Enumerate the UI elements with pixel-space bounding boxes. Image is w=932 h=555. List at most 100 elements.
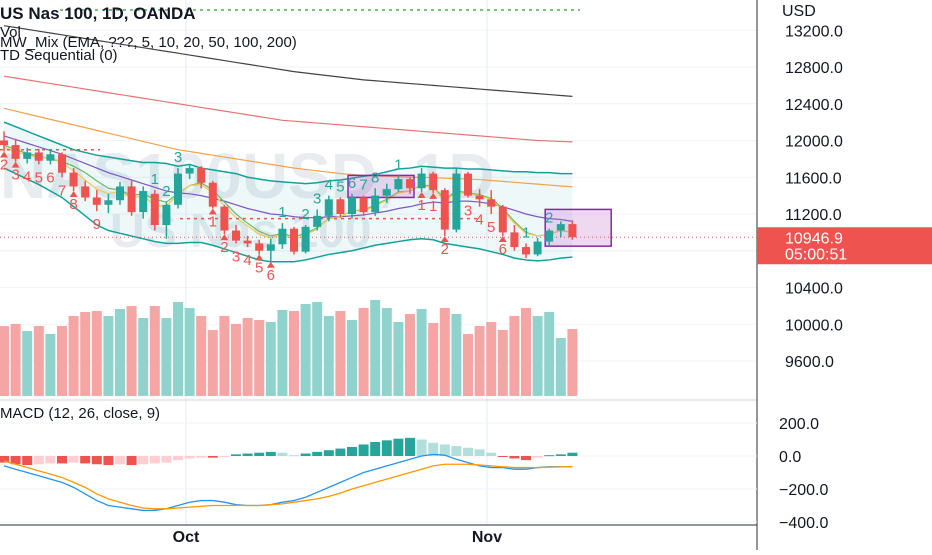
td-count-label: 1 [429, 198, 437, 215]
volume-legend: Vol [0, 24, 21, 41]
ema-line-4 [3, 144, 573, 238]
td-arrow [69, 191, 78, 198]
price-axis-tick: 12800.0 [785, 60, 843, 77]
macd-histogram-bar [312, 451, 323, 456]
td-count-label: 1 [394, 156, 402, 173]
volume-bar [126, 306, 137, 396]
price-axis-tick: 13200.0 [785, 23, 843, 40]
volume-bar [196, 316, 207, 396]
td-sequential-legend: TD Sequential (0) [0, 47, 118, 64]
td-count-label: 3 [174, 149, 182, 166]
ema-legend: MW_Mix (EMA, ???, 5, 10, 20, 50, 100, 20… [0, 34, 297, 51]
candle-body [498, 206, 507, 233]
td-count-label: 7 [359, 177, 367, 194]
volume-bar [509, 316, 520, 396]
td-count-label: 3 [11, 167, 19, 184]
td-count-label: 3 [232, 248, 240, 265]
candle-body [452, 173, 461, 230]
volume-bar [347, 320, 357, 396]
candle-body [324, 199, 333, 216]
candle-body [371, 195, 380, 213]
td-count-label: 2 [441, 241, 449, 258]
band-upper-line [3, 121, 573, 185]
td-arrow [255, 254, 264, 261]
volume-bar [91, 311, 102, 396]
macd-histogram-bar [219, 456, 230, 457]
macd-histogram-bar [532, 456, 543, 458]
macd-histogram-bar [161, 456, 172, 463]
volume-bar [486, 322, 497, 396]
candle-body [522, 247, 530, 255]
macd-axis-tick: 0.0 [779, 449, 801, 466]
macd-histogram-bar [22, 456, 33, 466]
candle-body [290, 228, 298, 252]
price-axis-tick: 9600.0 [785, 354, 834, 371]
candle-body [510, 232, 519, 248]
volume-bar [451, 314, 462, 396]
td-count-label: 1 [151, 171, 159, 188]
candle-body [34, 152, 43, 161]
candle-body [243, 240, 252, 244]
candle-body [232, 230, 240, 241]
volume-bar [277, 310, 288, 396]
candle-body [475, 195, 484, 200]
td-count-label: 2 [220, 239, 228, 256]
price-axis-tick: 10000.0 [785, 317, 843, 334]
last-price-label: 10946.9 [785, 230, 843, 247]
macd-histogram-bar [486, 452, 497, 456]
candle-body [266, 244, 275, 251]
macd-histogram-bar [393, 438, 404, 456]
td-arrow [417, 191, 426, 198]
price-axis-currency: USD [782, 3, 816, 20]
candle-body [185, 168, 194, 174]
candle-body [220, 206, 229, 231]
candle-body [301, 226, 310, 252]
candle-body [69, 172, 78, 187]
price-axis-tick: 12400.0 [785, 97, 843, 114]
volume-bar [254, 320, 265, 396]
ema-line-2 [3, 107, 573, 188]
volume-bar [45, 334, 56, 396]
volume-bar [10, 324, 21, 396]
symbol-title: US Nas 100, 1D, OANDA [0, 4, 196, 23]
macd-histogram-bar [0, 456, 9, 463]
macd-histogram-bar [277, 452, 288, 456]
candle-body [382, 189, 391, 196]
macd-histogram-bar [10, 456, 21, 465]
macd-histogram-bar [544, 455, 555, 457]
td-count-label: 2 [545, 210, 553, 227]
td-count-label: 6 [267, 267, 275, 284]
td-count-label: 8 [69, 196, 77, 213]
last-price-label-bg [757, 227, 932, 265]
macd-histogram-bar [265, 451, 276, 456]
macd-histogram-bar [474, 449, 485, 456]
volume-bar [68, 316, 79, 396]
ema-line-3 [3, 135, 573, 222]
candle-body [255, 243, 264, 251]
macd-histogram-bar [347, 446, 357, 456]
candle-body [197, 168, 206, 183]
macd-histogram-bar [242, 453, 253, 456]
macd-legend: MACD (12, 26, close, 9) [0, 405, 161, 422]
td-box [347, 174, 415, 199]
volume-bar [555, 338, 566, 396]
td-arrow [11, 161, 20, 168]
td-arrow [440, 236, 449, 243]
volume-bar [497, 330, 508, 396]
td-count-label: 9 [93, 216, 101, 233]
macd-histogram-bar [567, 452, 578, 456]
td-count-label: 8 [371, 169, 379, 186]
volume-bar [544, 312, 555, 396]
macd-histogram-bar [289, 455, 299, 457]
macd-axis-tick: 200.0 [779, 416, 819, 433]
macd-axis-tick: −400.0 [779, 515, 828, 532]
volume-bar [265, 322, 276, 396]
candle-body [336, 199, 345, 214]
macd-histogram-bar [300, 453, 311, 456]
volume-bar [161, 318, 172, 396]
macd-histogram-bar [57, 456, 67, 464]
volume-bar [207, 330, 218, 396]
macd-histogram-bar [33, 456, 44, 465]
td-count-label: 1 [417, 197, 425, 214]
